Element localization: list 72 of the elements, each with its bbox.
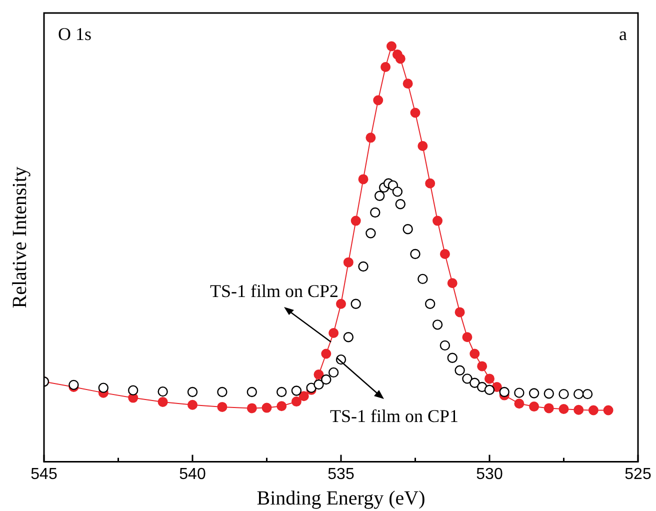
annotation: TS-1 film on CP1 — [330, 406, 459, 426]
point — [321, 348, 332, 359]
x-tick-label: 545 — [30, 466, 58, 483]
point — [402, 224, 413, 234]
x-tick-label: 530 — [476, 466, 503, 483]
point — [343, 257, 354, 268]
point — [298, 391, 309, 402]
point — [544, 403, 554, 414]
point — [395, 54, 406, 64]
point — [158, 396, 168, 407]
point — [432, 320, 443, 330]
point — [98, 382, 108, 393]
point — [262, 402, 272, 413]
text: O 1s — [58, 24, 92, 44]
point — [358, 261, 368, 272]
point — [574, 404, 584, 415]
point — [358, 174, 368, 184]
point — [246, 403, 257, 414]
point — [217, 402, 228, 412]
point — [454, 365, 465, 376]
point — [425, 298, 436, 309]
point — [366, 132, 376, 143]
point — [499, 386, 510, 398]
point — [402, 78, 413, 89]
y-axis-title: Relative Intensity — [9, 166, 31, 308]
point — [462, 332, 472, 342]
point — [529, 402, 540, 412]
point — [454, 307, 465, 318]
point — [484, 374, 494, 384]
point — [447, 352, 458, 364]
point — [470, 348, 480, 359]
text: a — [619, 24, 627, 44]
point — [276, 386, 287, 398]
point — [350, 216, 361, 226]
point — [217, 386, 228, 398]
point — [350, 298, 361, 309]
point — [366, 228, 376, 238]
x-tick-label: 535 — [328, 466, 354, 483]
point — [544, 388, 554, 399]
point — [188, 400, 198, 410]
point — [603, 405, 614, 416]
point — [291, 386, 302, 396]
point — [418, 140, 428, 151]
point — [380, 62, 391, 72]
point — [291, 396, 302, 407]
point — [392, 186, 403, 197]
point — [440, 249, 450, 260]
x-axis-title: Binding Energy (eV) — [256, 487, 426, 510]
point — [128, 385, 138, 396]
point — [395, 199, 406, 210]
x-tick-label: 525 — [624, 466, 652, 483]
x-tick-label: 540 — [179, 466, 206, 483]
point — [410, 108, 420, 118]
annotation: TS-1 film on CP2 — [210, 281, 339, 301]
point — [343, 332, 354, 342]
point — [477, 361, 488, 372]
point — [484, 384, 495, 396]
point — [588, 405, 598, 416]
point — [558, 404, 569, 414]
point — [246, 386, 257, 398]
point — [314, 370, 324, 380]
point — [425, 178, 436, 188]
point — [432, 216, 443, 226]
point — [373, 95, 384, 106]
point — [276, 401, 287, 412]
point — [386, 41, 396, 52]
point — [528, 388, 540, 398]
point — [328, 328, 339, 338]
point — [447, 278, 458, 288]
point — [68, 380, 79, 390]
point — [336, 298, 346, 309]
point — [514, 398, 524, 409]
